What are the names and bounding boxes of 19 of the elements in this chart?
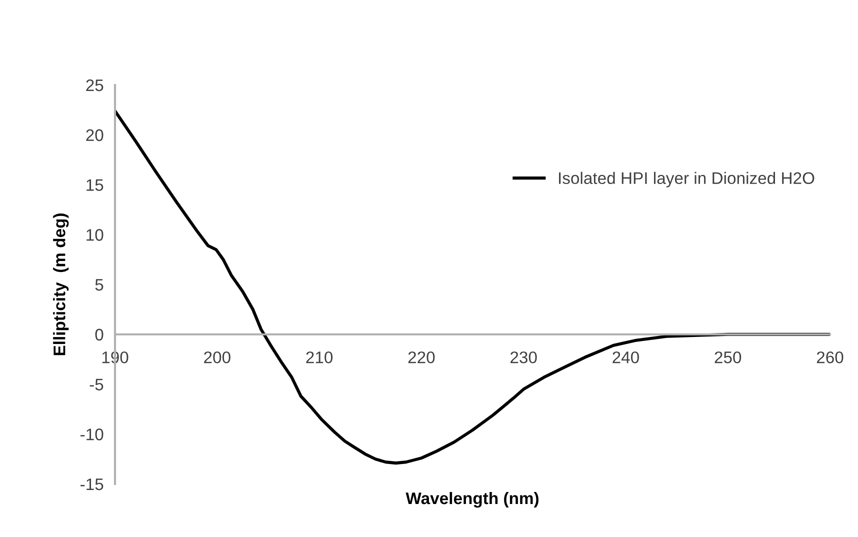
x-tick-label: 220 bbox=[408, 351, 435, 364]
y-axis-title: Ellipticity (m deg) bbox=[53, 214, 69, 356]
x-axis-title: Wavelength (nm) bbox=[406, 492, 538, 508]
x-tick-label: 230 bbox=[510, 351, 537, 364]
legend-label: Isolated HPI layer in Dionized H2O bbox=[559, 172, 814, 188]
y-tick-label: 20 bbox=[86, 129, 104, 142]
y-tick-label: 10 bbox=[86, 229, 104, 241]
x-tick-label: 210 bbox=[306, 351, 333, 364]
y-tick-label: -5 bbox=[90, 378, 104, 390]
y-tick-label: -10 bbox=[80, 428, 104, 440]
x-tick-label: 250 bbox=[714, 351, 742, 364]
x-tick-label: 260 bbox=[816, 351, 844, 364]
x-tick-label: 200 bbox=[204, 351, 230, 364]
y-tick-label: 5 bbox=[95, 279, 104, 291]
y-tick-label: 15 bbox=[86, 179, 104, 191]
y-tick-label: 25 bbox=[86, 79, 104, 92]
y-tick-label: -15 bbox=[80, 478, 104, 490]
x-tick-label: 240 bbox=[612, 351, 639, 364]
y-tick-label: 0 bbox=[95, 328, 104, 341]
